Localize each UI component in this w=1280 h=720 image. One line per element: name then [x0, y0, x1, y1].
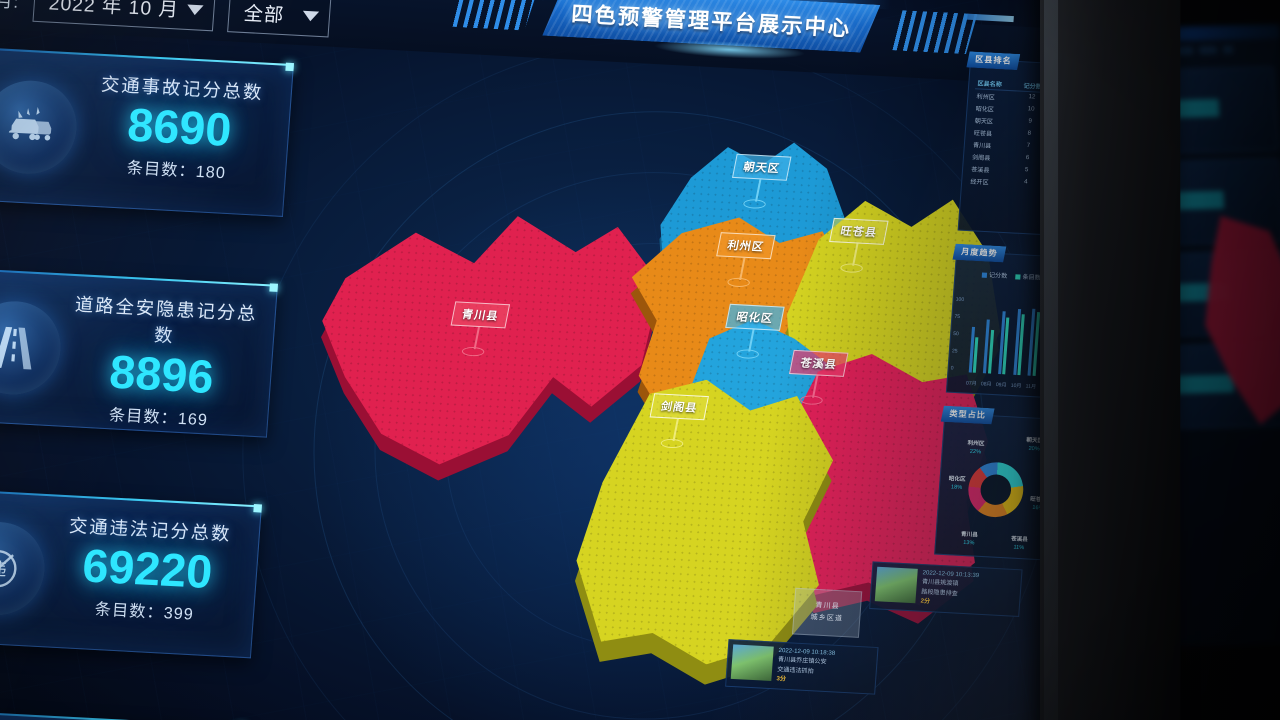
monitor-bezel-edge	[1044, 0, 1059, 720]
kpi-value: 8690	[125, 98, 234, 157]
y-tick: 25	[951, 348, 958, 355]
cell: 苍溪县	[970, 166, 990, 174]
map-label-text: 青川县	[450, 301, 511, 329]
title-deco-left	[449, 0, 537, 31]
legend-item: 条目数	[1015, 271, 1041, 282]
event-thumbnail	[874, 566, 918, 604]
map-label-qingchuan[interactable]: 青川县	[450, 301, 511, 357]
cell: 5	[1024, 166, 1029, 173]
cell: 昭化区	[975, 106, 995, 114]
monitor-bezel	[1040, 0, 1181, 720]
cell: 朝天区	[974, 118, 994, 126]
map-label-text: 旺苍县	[829, 217, 889, 245]
x-tick: 10月	[1010, 382, 1022, 390]
no-passing-sign-icon: 违	[0, 519, 48, 618]
event-text: 2022-12-09 10:18:38 青川县乔庄镇公安 交通违法抓拍 3分	[776, 647, 835, 688]
map-label-cangxi[interactable]: 苍溪县	[788, 349, 849, 406]
cell: 8	[1027, 130, 1032, 137]
cell: 利州区	[976, 93, 995, 101]
cell: 剑阁县	[971, 154, 991, 162]
cell: 旺苍县	[973, 130, 993, 138]
donut-label: 青川县 13%	[960, 531, 979, 547]
tooltip-line-2: 城乡区道	[810, 613, 844, 623]
x-tick: 11月	[1025, 383, 1037, 391]
chevron-down-icon	[302, 10, 320, 22]
legend-label: 记分数	[988, 272, 1008, 280]
event-thumbnail	[730, 644, 774, 681]
x-tick: 07月	[965, 380, 977, 388]
main-monitor: 月: 2022 年 10 月 全部 四色预警管理平台展示中心	[0, 0, 1182, 720]
column-header: 区县名称	[977, 80, 1003, 89]
kpi-value: 8896	[107, 345, 216, 404]
map-label-text: 朝天区	[731, 153, 792, 181]
cell: 青川县	[972, 142, 992, 150]
map-label-text: 昭化区	[725, 303, 785, 331]
event-card[interactable]: 2022-12-09 10:13:39 青川县姚渡镇 路段隐患排查 2分	[869, 561, 1023, 618]
y-tick: 100	[955, 296, 965, 304]
chevron-down-icon	[186, 4, 204, 16]
bar-group	[1027, 303, 1041, 376]
kpi-card-road-hazard[interactable]: 道路全安隐患记分总数 8896 条目数：169	[0, 268, 278, 438]
map-label-jiange[interactable]: 剑阁县	[649, 393, 709, 449]
map-label-zhaohua[interactable]: 昭化区	[725, 303, 785, 360]
cell: 经开区	[970, 178, 989, 186]
event-score-badge: 2分	[920, 598, 931, 605]
map-label-text: 苍溪县	[788, 349, 849, 377]
bar-group	[983, 300, 996, 374]
x-tick: 08月	[980, 381, 992, 388]
road-icon	[0, 298, 64, 398]
event-text: 2022-12-09 10:13:39 青川县姚渡镇 路段隐患排查 2分	[920, 569, 979, 610]
donut-label: 苍溪县 11%	[1010, 535, 1029, 551]
map-label-text: 利州区	[716, 232, 776, 260]
title-deco-right	[889, 10, 977, 55]
map-label-wangcang[interactable]: 旺苍县	[829, 217, 889, 274]
map-label-chaotian[interactable]: 朝天区	[731, 153, 792, 210]
dashboard: 月: 2022 年 10 月 全部 四色预警管理平台展示中心	[0, 0, 1182, 720]
event-feed: 2022-12-09 10:18:38 青川县乔庄镇公安 交通违法抓拍 3分 2…	[725, 561, 1023, 720]
bar-group	[997, 301, 1011, 375]
y-tick: 75	[954, 313, 961, 321]
ranking-panel-title: 区县排名	[966, 51, 1020, 70]
map-label-text: 剑阁县	[649, 393, 709, 421]
x-tick: 09月	[995, 381, 1007, 389]
donut-label: 昭化区 18%	[948, 476, 966, 492]
legend-item: 记分数	[981, 269, 1008, 280]
scope-select-value: 全部	[242, 3, 285, 27]
cell: 7	[1026, 142, 1031, 149]
month-filter-label: 月:	[0, 0, 21, 12]
event-score-badge: 3分	[776, 676, 787, 683]
cell: 6	[1025, 154, 1030, 161]
bar-group	[968, 299, 981, 373]
event-card[interactable]: 2022-12-09 10:18:38 青川县乔庄镇公安 交通违法抓拍 3分	[725, 639, 879, 695]
cell: 4	[1023, 178, 1028, 185]
y-tick: 0	[950, 365, 954, 372]
trend-panel-title: 月度趋势	[952, 244, 1006, 263]
map-tooltip: 青川县 城乡区道	[791, 587, 863, 638]
map-label-lizhou[interactable]: 利州区	[716, 232, 776, 288]
month-select-value: 2022 年 10 月	[47, 0, 180, 22]
donut-ring	[966, 460, 1026, 519]
kpi-value: 69220	[80, 538, 215, 599]
donut-label: 利州区 22%	[967, 440, 985, 456]
kpi-card-traffic-violation[interactable]: 违 交通违法记分总数 69220 条目数：399	[0, 489, 262, 659]
scope-select[interactable]: 全部	[227, 0, 332, 38]
car-crash-icon	[0, 78, 80, 177]
legend-label: 条目数	[1022, 274, 1041, 282]
y-tick: 50	[952, 330, 960, 338]
donut-chart: 利州区 22% 朝天区 20% 昭化区 18% 旺苍县 16%	[935, 414, 1057, 560]
bar-group	[1012, 302, 1026, 376]
kpi-card-traffic-accident[interactable]: 交通事故记分总数 8690 条目数：180	[0, 47, 294, 217]
